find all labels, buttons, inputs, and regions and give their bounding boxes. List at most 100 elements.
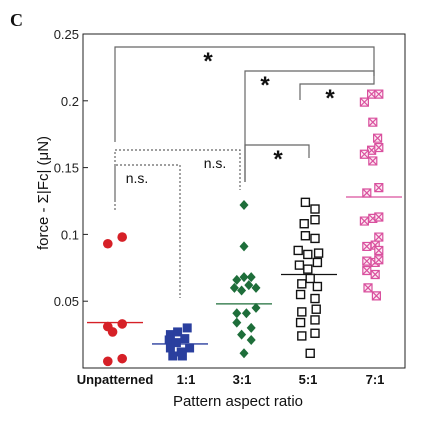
data-point	[370, 269, 380, 280]
data-point	[310, 293, 320, 304]
data-point	[171, 338, 181, 348]
y-tick-label: 0.15	[54, 161, 79, 176]
significance-star: *	[260, 72, 270, 99]
ns-label: n.s.	[204, 155, 227, 171]
data-point	[182, 323, 192, 333]
data-point	[374, 212, 384, 222]
data-point	[107, 327, 118, 337]
data-point	[371, 291, 381, 301]
x-axis-label: Pattern aspect ratio	[173, 393, 303, 410]
significance-bracket	[114, 46, 375, 142]
data-point	[229, 282, 239, 293]
data-point	[300, 231, 311, 241]
data-point	[297, 307, 307, 317]
data-point	[312, 257, 323, 268]
data-point	[310, 328, 320, 338]
data-point	[310, 215, 320, 225]
data-point	[117, 319, 127, 329]
y-tick-label: 0.25	[54, 27, 79, 42]
data-point	[363, 283, 373, 293]
data-point	[164, 335, 174, 345]
data-point	[177, 351, 187, 361]
significance-bracket	[114, 164, 181, 298]
data-point	[246, 272, 256, 283]
y-tick-label: 0.2	[61, 94, 79, 109]
data-point	[362, 241, 372, 252]
data-point	[374, 245, 384, 256]
data-point	[117, 353, 127, 364]
data-point	[237, 329, 247, 340]
data-point	[232, 308, 242, 319]
data-point	[239, 241, 249, 252]
data-point	[239, 200, 249, 211]
significance-bracket	[244, 144, 310, 182]
data-point	[165, 343, 175, 353]
plot-frame	[82, 33, 406, 369]
data-point	[232, 317, 242, 328]
data-point	[299, 219, 309, 229]
data-point	[293, 245, 303, 256]
y-axis-label: force - Σ|Fc| (μN)	[35, 136, 52, 250]
data-point	[303, 249, 313, 260]
data-point	[232, 274, 242, 285]
y-tick-label: 0.05	[54, 294, 79, 309]
data-point	[362, 265, 372, 276]
data-point	[165, 330, 175, 340]
significance-star: *	[273, 146, 283, 173]
panel-label: C	[10, 10, 23, 30]
data-point	[244, 280, 254, 291]
data-point	[103, 238, 113, 249]
data-point	[359, 216, 369, 226]
data-point	[359, 149, 369, 159]
data-point	[185, 343, 195, 353]
data-point	[305, 273, 315, 284]
data-point	[374, 89, 384, 99]
data-point	[310, 315, 320, 325]
data-point	[103, 356, 113, 367]
data-point	[310, 233, 320, 244]
data-point	[374, 255, 384, 265]
significance-bracket	[299, 76, 375, 100]
data-point	[303, 264, 313, 274]
data-point	[359, 97, 369, 107]
data-point	[374, 183, 384, 193]
data-point	[368, 117, 378, 127]
data-point	[297, 279, 307, 289]
significance-star: *	[203, 48, 213, 75]
data-point	[374, 232, 384, 242]
data-point	[300, 197, 311, 208]
data-point	[295, 317, 306, 328]
data-point	[297, 331, 307, 341]
data-point	[246, 322, 256, 333]
x-tick-label: 1:1	[177, 372, 196, 387]
data-point	[294, 260, 305, 270]
x-tick-label: 3:1	[233, 372, 252, 387]
data-point	[311, 304, 321, 314]
significance-star: *	[325, 85, 335, 112]
x-tick-label: Unpatterned	[77, 372, 154, 387]
data-point	[237, 285, 247, 296]
data-point	[239, 272, 249, 283]
data-point	[374, 142, 384, 153]
data-point	[168, 351, 178, 361]
significance-bracket	[244, 70, 375, 182]
data-point	[295, 289, 306, 300]
data-point	[241, 308, 251, 319]
data-point	[313, 248, 324, 258]
data-point	[305, 348, 315, 359]
data-point	[180, 334, 190, 344]
data-point	[310, 204, 320, 214]
data-point	[362, 256, 372, 266]
y-tick-label: 0.1	[61, 227, 79, 242]
data-point	[173, 327, 183, 337]
data-point	[239, 348, 249, 359]
data-point	[373, 133, 383, 143]
data-point	[117, 232, 127, 242]
data-point	[368, 156, 378, 166]
x-tick-label: 5:1	[299, 372, 318, 387]
ns-label: n.s.	[126, 170, 149, 186]
data-point	[251, 282, 261, 293]
data-point	[362, 188, 372, 198]
data-point	[246, 334, 256, 345]
